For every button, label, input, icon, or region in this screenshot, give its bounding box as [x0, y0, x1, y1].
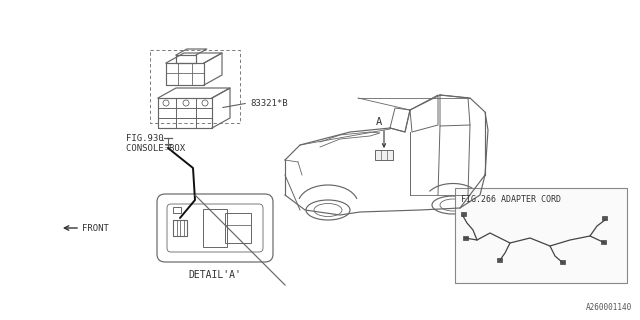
Text: FIG.266 ADAPTER CORD: FIG.266 ADAPTER CORD: [461, 195, 561, 204]
Text: A: A: [376, 117, 382, 127]
Bar: [463, 236, 468, 240]
Bar: [560, 260, 565, 264]
Bar: [173, 220, 187, 236]
Ellipse shape: [306, 200, 350, 220]
Bar: [203, 209, 227, 247]
Bar: [461, 212, 466, 216]
Bar: [150, 50, 240, 123]
Bar: [455, 188, 627, 283]
Bar: [601, 240, 606, 244]
Ellipse shape: [432, 196, 474, 214]
Bar: [173, 207, 181, 213]
Text: 83321*B: 83321*B: [250, 99, 287, 108]
Bar: [225, 213, 251, 243]
Bar: [375, 150, 393, 160]
Bar: [602, 216, 607, 220]
Text: DETAIL'A': DETAIL'A': [189, 270, 241, 280]
Text: CONSOLE BOX: CONSOLE BOX: [126, 143, 185, 153]
Text: FRONT: FRONT: [82, 223, 109, 233]
Text: A260001140: A260001140: [586, 303, 632, 312]
Bar: [497, 258, 502, 262]
Text: FIG.930: FIG.930: [126, 133, 164, 142]
